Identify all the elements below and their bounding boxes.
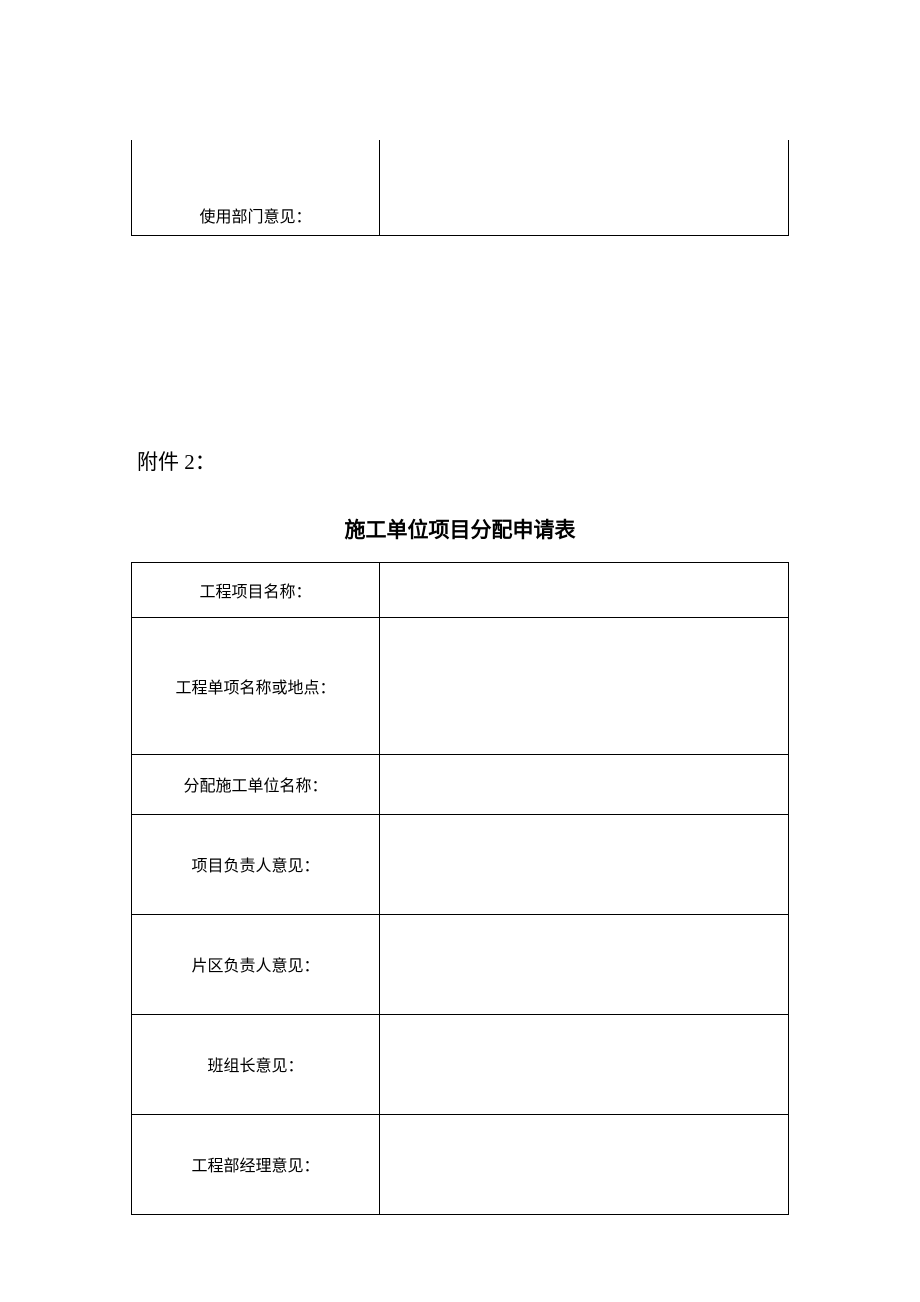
row-label: 工程项目名称： xyxy=(199,584,311,601)
top-table-row: 使用部门意见： xyxy=(132,140,789,235)
dept-opinion-label-cell: 使用部门意见： xyxy=(132,140,380,235)
table-row: 分配施工单位名称： xyxy=(132,754,789,814)
row-label-cell: 片区负责人意见： xyxy=(132,914,380,1014)
row-label-cell: 工程项目名称： xyxy=(132,562,380,617)
row-value-cell xyxy=(380,814,789,914)
row-value-cell xyxy=(380,617,789,754)
row-label-cell: 班组长意见： xyxy=(132,1014,380,1114)
table-row: 班组长意见： xyxy=(132,1014,789,1114)
top-partial-table: 使用部门意见： xyxy=(131,140,789,236)
row-value-cell xyxy=(380,754,789,814)
main-form-table: 工程项目名称： 工程单项名称或地点： 分配施工单位名称： 项目负责人意见： 片区负责人意… xyxy=(131,562,789,1215)
form-title: 施工单位项目分配申请表 xyxy=(131,514,789,544)
row-label: 分配施工单位名称： xyxy=(183,778,327,795)
table-row: 项目负责人意见： xyxy=(132,814,789,914)
row-label: 工程部经理意见： xyxy=(191,1158,319,1175)
row-value-cell xyxy=(380,1114,789,1214)
row-label-cell: 工程部经理意见： xyxy=(132,1114,380,1214)
dept-opinion-label: 使用部门意见： xyxy=(199,209,311,226)
row-label: 项目负责人意见： xyxy=(191,858,319,875)
attachment-label: 附件 2： xyxy=(131,446,789,476)
row-label-cell: 项目负责人意见： xyxy=(132,814,380,914)
row-label-cell: 工程单项名称或地点： xyxy=(132,617,380,754)
row-value-cell xyxy=(380,1014,789,1114)
main-table-body: 工程项目名称： 工程单项名称或地点： 分配施工单位名称： 项目负责人意见： 片区负责人意… xyxy=(132,562,789,1214)
dept-opinion-value-cell xyxy=(380,140,789,235)
page-container: 使用部门意见： 附件 2： 施工单位项目分配申请表 工程项目名称： 工程单项名称或… xyxy=(0,0,920,1215)
table-row: 工程单项名称或地点： xyxy=(132,617,789,754)
row-value-cell xyxy=(380,562,789,617)
table-row: 片区负责人意见： xyxy=(132,914,789,1014)
row-label: 班组长意见： xyxy=(207,1058,303,1075)
table-row: 工程项目名称： xyxy=(132,562,789,617)
row-value-cell xyxy=(380,914,789,1014)
table-row: 工程部经理意见： xyxy=(132,1114,789,1214)
row-label: 工程单项名称或地点： xyxy=(175,680,335,697)
row-label: 片区负责人意见： xyxy=(191,958,319,975)
row-label-cell: 分配施工单位名称： xyxy=(132,754,380,814)
